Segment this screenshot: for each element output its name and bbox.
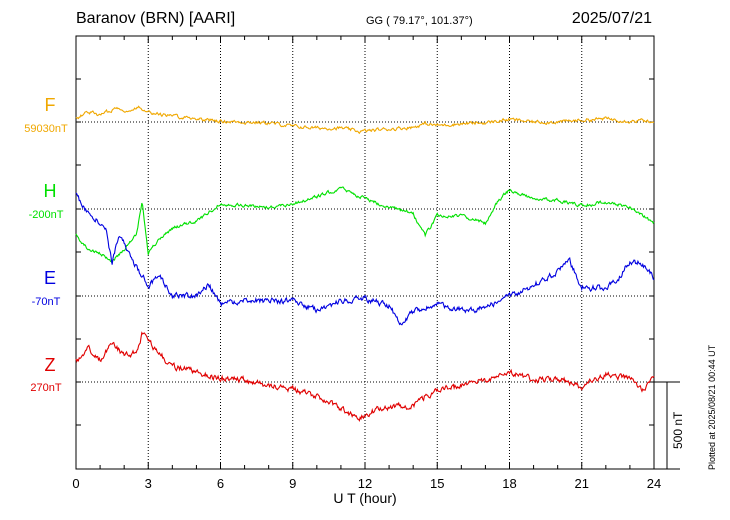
trace-f — [75, 105, 655, 135]
trace-z — [75, 331, 655, 422]
x-tick-label: 9 — [289, 476, 297, 491]
component-baseline-e: -70nT — [31, 296, 61, 308]
x-tick-label: 3 — [144, 476, 152, 491]
component-baseline-f: 59030nT — [24, 123, 68, 135]
component-letter-f: F — [44, 95, 56, 115]
x-tick-label: 0 — [72, 476, 80, 491]
station-title: Baranov (BRN) [AARI] — [76, 10, 236, 27]
x-tick-label: 12 — [357, 476, 373, 491]
plot-date: 2025/07/21 — [571, 10, 652, 27]
x-axis-label: U T (hour) — [333, 490, 397, 506]
component-baseline-z: 270nT — [30, 382, 62, 394]
component-baseline-h: -200nT — [28, 209, 64, 221]
x-tick-label: 21 — [574, 476, 589, 491]
geographic-coordinates: GG ( 79.17°, 101.37°) — [366, 15, 473, 27]
x-tick-label: 6 — [216, 476, 225, 491]
component-letter-h: H — [43, 181, 57, 201]
x-tick-label: 24 — [646, 476, 662, 491]
plotted-timestamp-text: Plotted at 2025/08/21 00:44 UT — [707, 344, 717, 470]
x-tick-label: 15 — [430, 476, 445, 491]
trace-e — [75, 192, 655, 326]
component-letter-e: E — [43, 268, 56, 288]
trace-h — [75, 186, 655, 265]
x-tick-label: 18 — [502, 476, 517, 491]
component-letter-z: Z — [44, 355, 56, 375]
scale-bar-text: 500 nT — [671, 411, 685, 449]
